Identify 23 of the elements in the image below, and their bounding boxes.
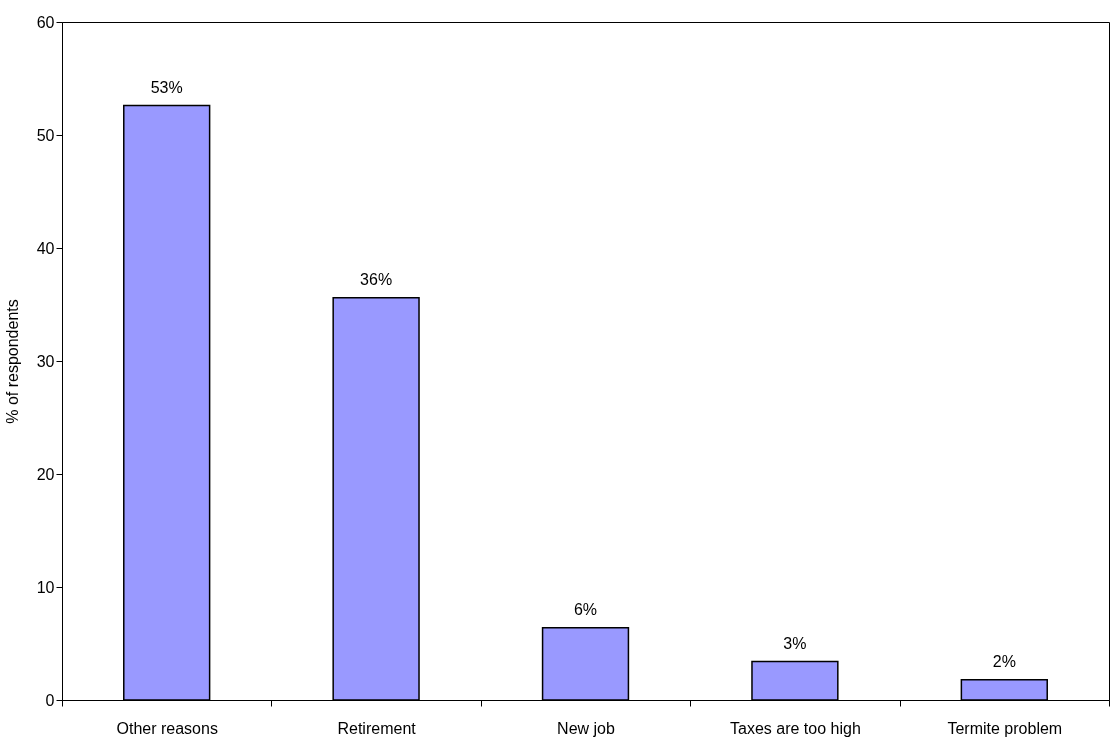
x-tick-label: Termite problem [947,719,1063,737]
x-tick-label: Other reasons [116,719,218,737]
data-label: 6% [573,600,598,618]
y-tick-label: 50 [36,126,55,144]
y-tick-label: 10 [36,578,55,596]
x-tick-label: New job [557,719,615,737]
y-tick-label: 20 [36,465,55,483]
bar [541,626,630,701]
data-label: 53% [150,78,183,96]
bar [332,296,420,701]
y-tick-label: 40 [36,239,55,257]
bar [751,660,839,701]
x-tick-label: Taxes are too high [730,719,861,737]
y-tick-label: 30 [36,352,55,370]
bar [960,678,1048,701]
y-tick-label: 60 [36,13,55,31]
data-label: 2% [992,652,1016,670]
y-tick-label: 0 [45,691,55,709]
y-axis-title: % of respondents [3,299,21,424]
data-label: 36% [360,270,393,288]
data-label: 3% [783,634,807,652]
bar [123,104,211,701]
x-tick-label: Retirement [337,719,417,737]
